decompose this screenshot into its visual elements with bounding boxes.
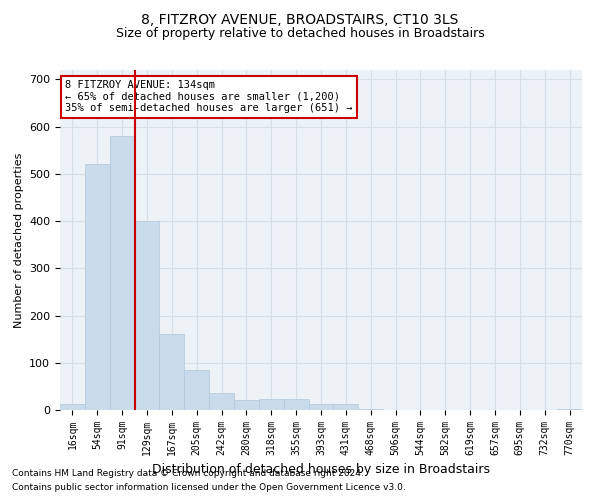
Text: Contains public sector information licensed under the Open Government Licence v3: Contains public sector information licen… [12,484,406,492]
Bar [85,164,110,410]
Bar [134,221,160,410]
Bar [284,398,308,410]
Bar [334,404,358,410]
X-axis label: Distribution of detached houses by size in Broadstairs: Distribution of detached houses by size … [152,464,490,476]
Bar [160,334,184,410]
Bar [234,400,259,410]
Bar [209,394,234,410]
Text: 8 FITZROY AVENUE: 134sqm
← 65% of detached houses are smaller (1,200)
35% of sem: 8 FITZROY AVENUE: 134sqm ← 65% of detach… [65,80,353,114]
Bar [557,409,582,410]
Bar [358,408,383,410]
Bar [184,370,209,410]
Text: Contains HM Land Registry data © Crown copyright and database right 2024.: Contains HM Land Registry data © Crown c… [12,468,364,477]
Y-axis label: Number of detached properties: Number of detached properties [14,152,23,328]
Bar [60,404,85,410]
Bar [259,398,284,410]
Bar [308,404,334,410]
Text: 8, FITZROY AVENUE, BROADSTAIRS, CT10 3LS: 8, FITZROY AVENUE, BROADSTAIRS, CT10 3LS [142,12,458,26]
Text: Size of property relative to detached houses in Broadstairs: Size of property relative to detached ho… [116,28,484,40]
Bar [110,136,134,410]
